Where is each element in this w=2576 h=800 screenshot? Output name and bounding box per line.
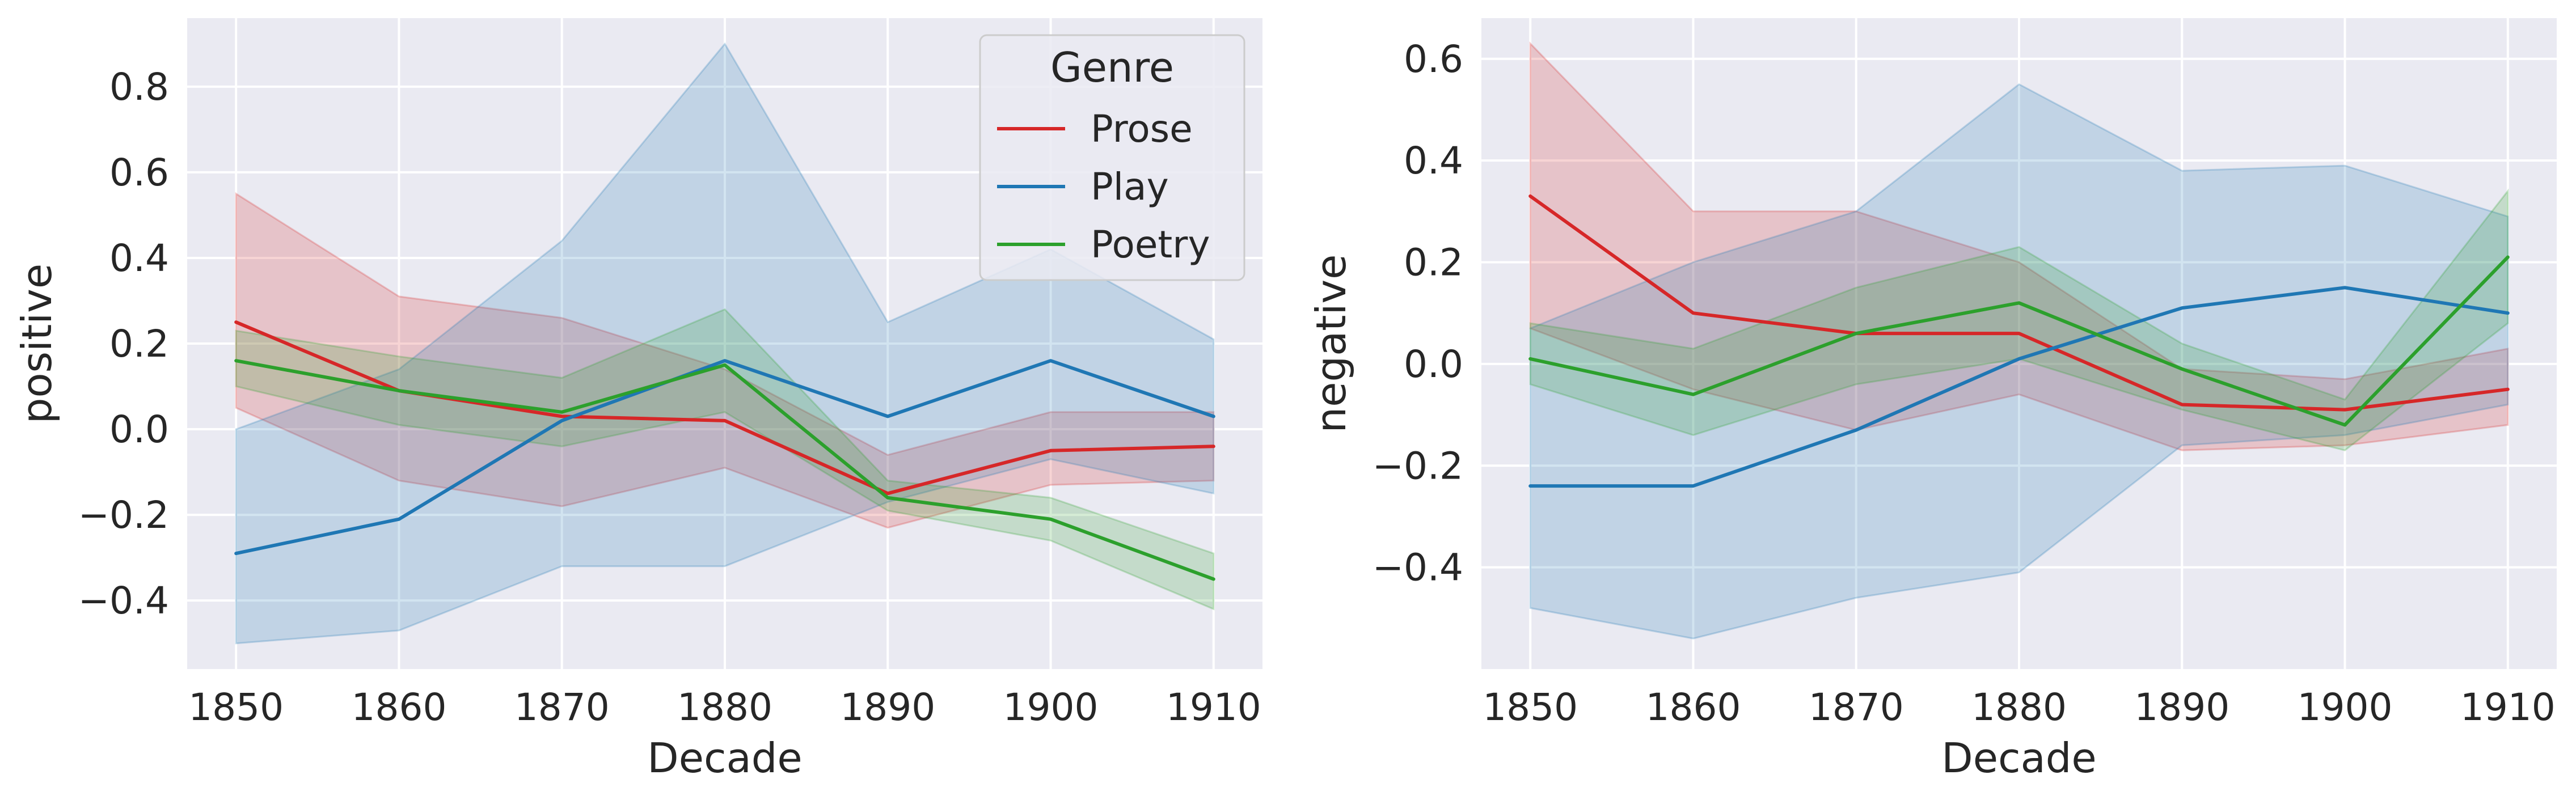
panel2-y-tick-label: −0.2 — [1373, 444, 1463, 488]
panel1-x-tick-label: 1900 — [1003, 685, 1099, 729]
panel1-y-tick-label: −0.4 — [78, 579, 169, 623]
panel2-x-tick-label: 1900 — [2298, 685, 2393, 729]
panel1-x-tick-label: 1850 — [188, 685, 284, 729]
panel1-y-tick-label: 0.4 — [109, 236, 169, 280]
panel2-x-axis-label: Decade — [1941, 734, 2096, 782]
panel1-y-axis-label: positive — [13, 264, 61, 424]
panel1-x-tick-label: 1910 — [1166, 685, 1261, 729]
panel1-prose-confidence-band — [235, 192, 1215, 529]
legend-play-label: Play — [1091, 165, 1169, 209]
legend: Genre Prose Play Poetry — [979, 34, 1245, 281]
negative-chart-panel: 1850 1860 1870 1880 1890 1900 1910 −0.4 −0.2 0.0 0… — [1307, 18, 2557, 782]
panel1-y-tick-label: 0.6 — [109, 151, 169, 194]
panel1-play-confidence-band — [235, 42, 1215, 645]
panel1-y-tick-label: −0.2 — [78, 493, 169, 537]
panel2-play-confidence-band — [1529, 83, 2509, 640]
panel2-poetry-line — [1528, 255, 2510, 427]
legend-prose-label: Prose — [1091, 107, 1193, 151]
panel2-y-tick-label: 0.0 — [1404, 342, 1463, 386]
panel2-y-tick-label: 0.4 — [1404, 139, 1463, 183]
panel2-prose-confidence-band — [1529, 41, 2509, 451]
panel2-poetry-confidence-band — [1529, 188, 2509, 451]
panel2-y-tick-label: 0.6 — [1404, 37, 1463, 81]
panel1-x-axis-label: Decade — [647, 734, 802, 782]
panel2-y-axis-label: negative — [1307, 255, 1355, 433]
legend-title: Genre — [1050, 44, 1174, 91]
panel2-prose-line — [1528, 194, 2510, 412]
panel2-x-tick-label: 1870 — [1809, 685, 1904, 729]
panel1-poetry-line — [234, 359, 1215, 581]
panel2-play-line — [1528, 286, 2510, 488]
panel1-y-tick-label: 0.8 — [109, 65, 169, 109]
panel2-y-tick-label: 0.2 — [1404, 241, 1463, 285]
panel1-x-tick-label: 1890 — [840, 685, 935, 729]
panel2-x-tick-label: 1910 — [2460, 685, 2556, 729]
panel1-poetry-confidence-band — [235, 308, 1215, 611]
positive-chart-panel: 1850 1860 1870 1880 1890 1900 1910 −0.4 −0.2 0.0 0… — [13, 18, 1262, 782]
panel1-y-tick-label: 0.2 — [109, 322, 169, 366]
panel1-play-line — [234, 359, 1215, 556]
legend-frame — [979, 34, 1245, 281]
panel2-x-tick-label: 1880 — [1971, 685, 2067, 729]
panel1-x-tick-label: 1880 — [677, 685, 772, 729]
panel1-x-tick-label: 1860 — [351, 685, 446, 729]
panel2-x-tick-label: 1860 — [1645, 685, 1741, 729]
panel1-x-tick-label: 1870 — [514, 685, 610, 729]
panel2-x-tick-label: 1850 — [1483, 685, 1578, 729]
panel2-x-tick-label: 1890 — [2134, 685, 2229, 729]
panel2-y-tick-label: −0.4 — [1373, 546, 1463, 590]
panel1-y-tick-label: 0.0 — [109, 408, 169, 451]
legend-poetry-label: Poetry — [1091, 223, 1210, 266]
